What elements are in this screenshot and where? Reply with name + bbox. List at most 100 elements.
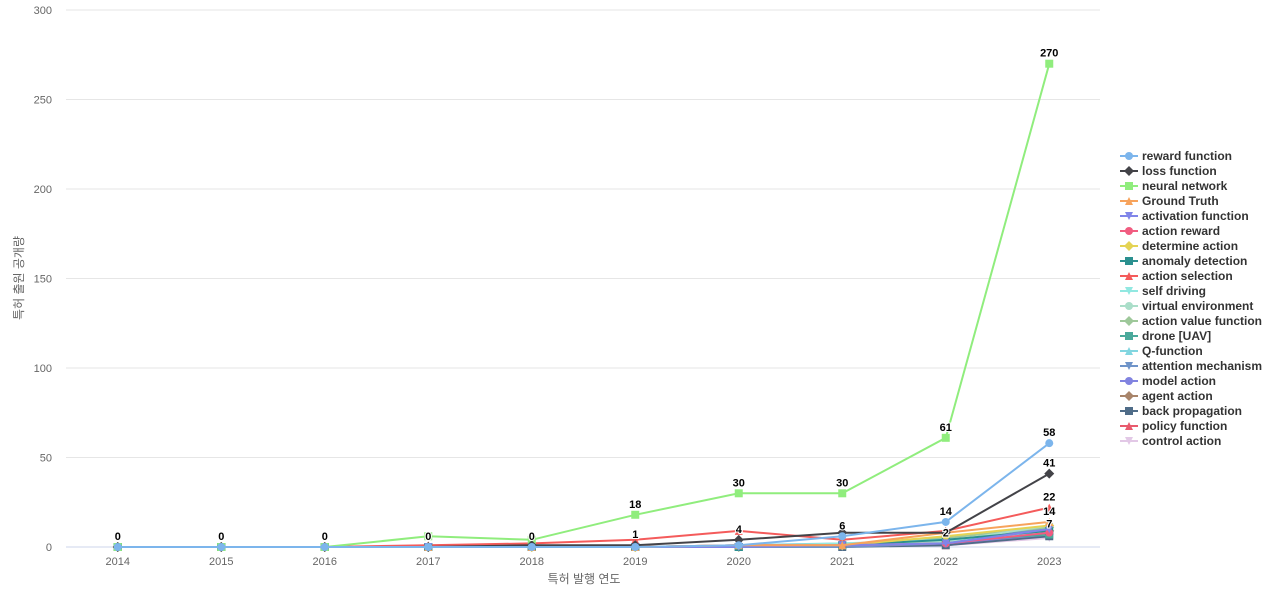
legend-label: determine action (1142, 238, 1239, 253)
data-label: 58 (1043, 427, 1055, 439)
data-point[interactable] (1045, 517, 1054, 526)
legend-label: reward function (1142, 148, 1233, 163)
y-tick-label: 150 (34, 274, 52, 286)
legend-item[interactable]: Ground Truth (1120, 193, 1262, 208)
legend-swatch (1120, 196, 1138, 205)
legend-item[interactable]: control action (1120, 433, 1262, 448)
legend-swatch (1120, 151, 1138, 160)
legend-swatch-marker (1125, 331, 1133, 340)
data-point[interactable] (734, 541, 743, 550)
y-axis-title: 특허 출원 공개량 (12, 236, 26, 320)
x-tick-label: 2022 (934, 556, 958, 568)
data-point[interactable] (1045, 525, 1054, 534)
data-label: 1 (632, 529, 638, 541)
legend-swatch (1120, 240, 1138, 251)
data-point[interactable] (734, 489, 743, 498)
legend-swatch (1120, 376, 1138, 385)
x-tick-label: 2023 (1037, 556, 1061, 568)
data-point[interactable] (734, 526, 743, 535)
x-tick-label: 2020 (727, 556, 751, 568)
data-point[interactable] (217, 543, 226, 551)
legend-item[interactable]: attention mechanism (1120, 358, 1262, 373)
legend-swatch-marker (1125, 226, 1133, 235)
legend-swatch (1120, 331, 1138, 340)
legend-item[interactable]: self driving (1120, 283, 1262, 298)
legend-item[interactable]: reward function (1120, 148, 1262, 163)
x-tick-label: 2015 (209, 556, 233, 568)
legend-swatch (1120, 436, 1138, 445)
data-point[interactable] (838, 532, 847, 541)
data-point[interactable] (113, 543, 122, 551)
legend-item[interactable]: model action (1120, 373, 1262, 388)
legend-swatch-marker (1124, 390, 1134, 401)
legend-swatch (1120, 226, 1138, 235)
legend-label: activation function (1142, 208, 1249, 223)
legend-item[interactable]: agent action (1120, 388, 1262, 403)
legend-item[interactable]: action value function (1120, 313, 1262, 328)
data-point[interactable] (1045, 503, 1054, 512)
legend-item[interactable]: neural network (1120, 178, 1262, 193)
x-tick-label: 2016 (313, 556, 337, 568)
legend-label: loss function (1142, 163, 1217, 178)
legend-item[interactable]: policy function (1120, 418, 1262, 433)
data-point[interactable] (320, 543, 329, 551)
data-point[interactable] (1045, 59, 1054, 68)
data-label: 7 (1046, 518, 1052, 530)
data-label: 4 (736, 524, 743, 536)
series-reward-function (113, 439, 1054, 551)
x-tick-label: 2021 (830, 556, 854, 568)
legend-item[interactable]: loss function (1120, 163, 1262, 178)
series-line[interactable] (117, 472, 1050, 548)
data-point[interactable] (527, 535, 536, 544)
legend-item[interactable]: back propagation (1120, 403, 1262, 418)
data-point[interactable] (527, 543, 536, 551)
legend-swatch-marker (1125, 271, 1133, 280)
data-label: 0 (115, 531, 121, 543)
data-point[interactable] (838, 541, 847, 550)
legend-swatch (1120, 286, 1138, 295)
legend-swatch (1120, 165, 1138, 176)
data-point[interactable] (940, 527, 951, 538)
x-tick-label: 2018 (520, 556, 544, 568)
data-point[interactable] (631, 543, 640, 551)
legend-label: agent action (1142, 388, 1213, 403)
legend-item[interactable]: determine action (1120, 238, 1262, 253)
legend-swatch (1120, 211, 1138, 220)
legend-label: action value function (1142, 313, 1263, 328)
legend-item[interactable]: virtual environment (1120, 298, 1262, 313)
legend-swatch-marker (1125, 286, 1133, 295)
legend-swatch-marker (1125, 406, 1133, 415)
data-point[interactable] (941, 539, 950, 548)
data-point[interactable] (941, 517, 950, 526)
y-tick-label: 0 (46, 542, 52, 554)
legend-item[interactable]: anomaly detection (1120, 253, 1262, 268)
data-label: 14 (940, 506, 953, 518)
legend-item[interactable]: drone [UAV] (1120, 328, 1262, 343)
legend-item[interactable]: action reward (1120, 223, 1262, 238)
legend-item[interactable]: action selection (1120, 268, 1262, 283)
y-tick-label: 250 (34, 95, 52, 107)
data-point[interactable] (1045, 439, 1054, 448)
legend-swatch-marker (1125, 376, 1133, 385)
legend-label: action selection (1142, 268, 1233, 283)
data-point[interactable] (838, 489, 847, 498)
data-point[interactable] (631, 510, 640, 519)
y-tick-label: 50 (40, 453, 52, 465)
legend-swatch (1120, 181, 1138, 190)
gridlines (66, 9, 1100, 548)
data-point[interactable] (941, 433, 950, 442)
legend-item[interactable]: activation function (1120, 208, 1262, 223)
data-point[interactable] (424, 532, 433, 541)
series-line[interactable] (117, 63, 1051, 548)
data-point[interactable] (424, 543, 433, 551)
y-tick-label: 300 (34, 5, 52, 17)
data-point[interactable] (1044, 468, 1055, 479)
legend-swatch (1120, 315, 1138, 326)
data-point[interactable] (631, 535, 640, 544)
legend-swatch-marker (1125, 346, 1133, 355)
data-label: 0 (218, 531, 224, 543)
legend-item[interactable]: Q-function (1120, 343, 1262, 358)
legend-label: model action (1142, 373, 1217, 388)
series-line[interactable] (117, 442, 1050, 548)
